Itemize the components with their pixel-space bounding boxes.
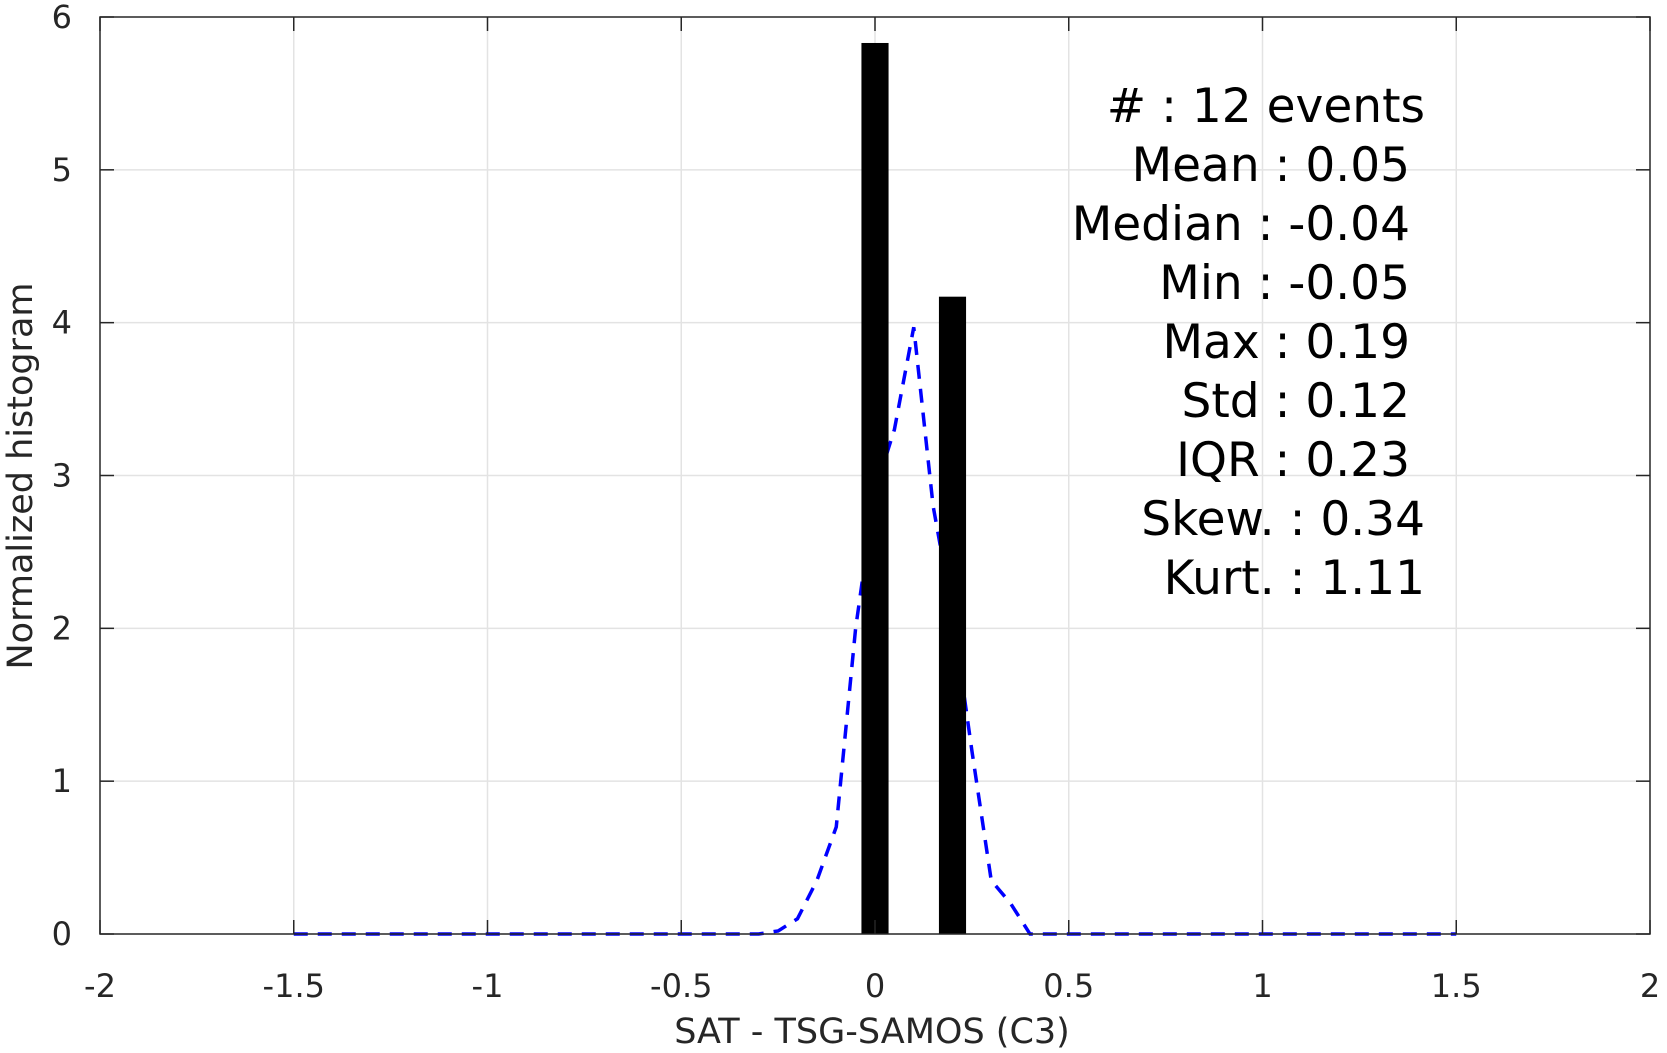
stat-events: # : 12 events <box>1107 79 1425 134</box>
x-tick-label: 0.5 <box>1043 967 1094 1005</box>
y-tick-label: 2 <box>52 609 72 647</box>
y-tick-label: 5 <box>52 151 72 189</box>
stat-min: Min : -0.05 <box>1159 256 1410 311</box>
x-tick-label: 0 <box>865 967 885 1005</box>
x-tick-label: 1 <box>1252 967 1272 1005</box>
y-axis-title: Normalized histogram <box>1 282 41 669</box>
stats-annotation: # : 12 events Mean : 0.05 Median : -0.04… <box>1072 79 1425 606</box>
x-tick-label: -1.5 <box>263 967 325 1005</box>
x-tick-label: -1 <box>472 967 504 1005</box>
y-tick-label: 3 <box>52 457 72 495</box>
bars-layer <box>861 42 967 934</box>
y-tick-label: 0 <box>52 915 72 953</box>
x-axis-title: SAT - TSG-SAMOS (C3) <box>674 1012 1070 1052</box>
y-axis-ticks: 0 1 2 3 4 5 6 <box>52 0 1650 953</box>
y-tick-label: 4 <box>52 304 72 342</box>
x-tick-label: 1.5 <box>1431 967 1482 1005</box>
x-tick-label: -0.5 <box>650 967 712 1005</box>
y-tick-label: 1 <box>52 762 72 800</box>
histogram-bar <box>938 296 967 934</box>
stat-std: Std : 0.12 <box>1182 374 1410 429</box>
stat-kurt: Kurt. : 1.11 <box>1164 551 1425 606</box>
histogram-bar <box>861 42 889 934</box>
stat-max: Max : 0.19 <box>1162 315 1410 370</box>
stat-mean: Mean : 0.05 <box>1132 138 1410 193</box>
x-axis-ticks: -2 -1.5 -1 -0.5 0 0.5 1 1.5 2 <box>84 17 1660 1005</box>
y-tick-label: 6 <box>52 0 72 36</box>
stat-median: Median : -0.04 <box>1072 197 1410 252</box>
x-tick-label: -2 <box>84 967 116 1005</box>
x-tick-label: 2 <box>1640 967 1660 1005</box>
stat-iqr: IQR : 0.23 <box>1176 433 1410 488</box>
stat-skew: Skew. : 0.34 <box>1141 492 1425 547</box>
